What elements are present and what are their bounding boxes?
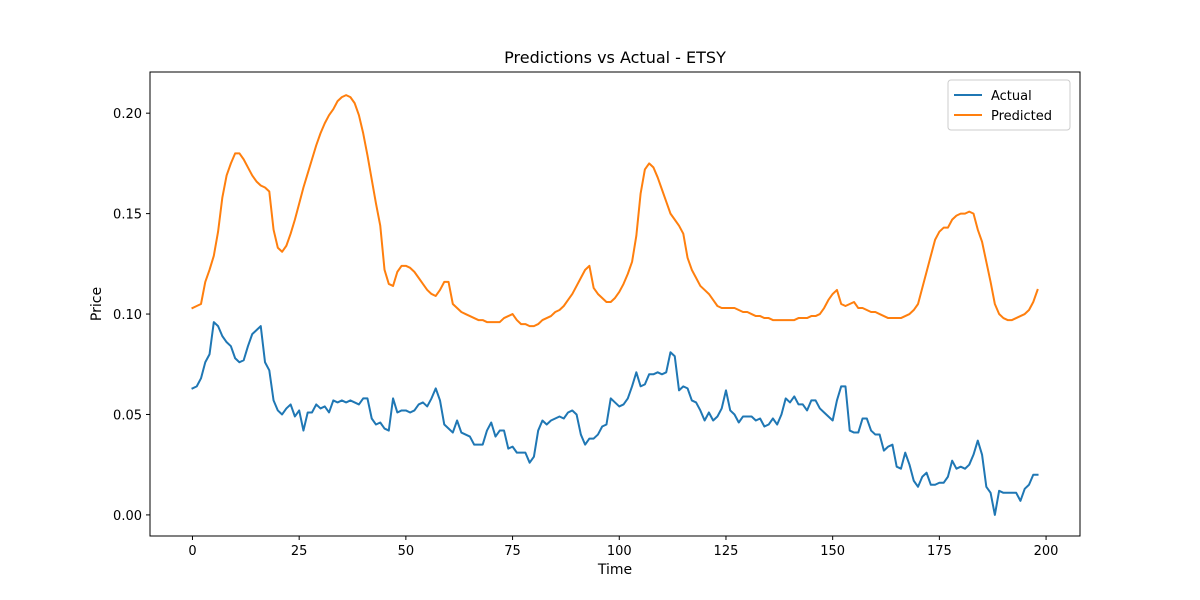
x-tick-label: 150 [820, 544, 845, 559]
legend-box [947, 79, 1071, 131]
x-tick-label: 0 [188, 544, 196, 559]
y-tick-label: 0.05 [113, 408, 142, 423]
chart-title: Predictions vs Actual - ETSY [504, 48, 726, 67]
y-tick-label: 0.15 [113, 208, 142, 223]
x-tick-label: 50 [398, 544, 415, 559]
x-tick-label: 75 [504, 544, 521, 559]
series-layer [191, 94, 1039, 516]
y-axis: 0.00 0.05 0.10 0.15 0.20 [113, 107, 150, 524]
series-line-actual [191, 321, 1039, 516]
legend: Actual Predicted [947, 79, 1071, 131]
y-tick-label: 0.10 [113, 308, 142, 323]
x-tick-label: 100 [607, 544, 632, 559]
y-tick-label: 0.00 [113, 509, 142, 524]
plot-frame [149, 71, 1081, 537]
x-tick-label: 200 [1034, 544, 1059, 559]
x-tick-label: 25 [291, 544, 308, 559]
x-tick-label: 175 [927, 544, 952, 559]
y-axis-label: Price [89, 287, 105, 321]
series-line-predicted [191, 94, 1039, 328]
legend-label: Predicted [991, 109, 1052, 124]
y-tick-label: 0.20 [113, 107, 142, 122]
legend-label: Actual [991, 89, 1032, 104]
x-axis-label: Time [597, 562, 632, 578]
x-axis: 0 25 50 75 100 125 150 175 200 [188, 536, 1058, 559]
x-tick-label: 125 [714, 544, 739, 559]
